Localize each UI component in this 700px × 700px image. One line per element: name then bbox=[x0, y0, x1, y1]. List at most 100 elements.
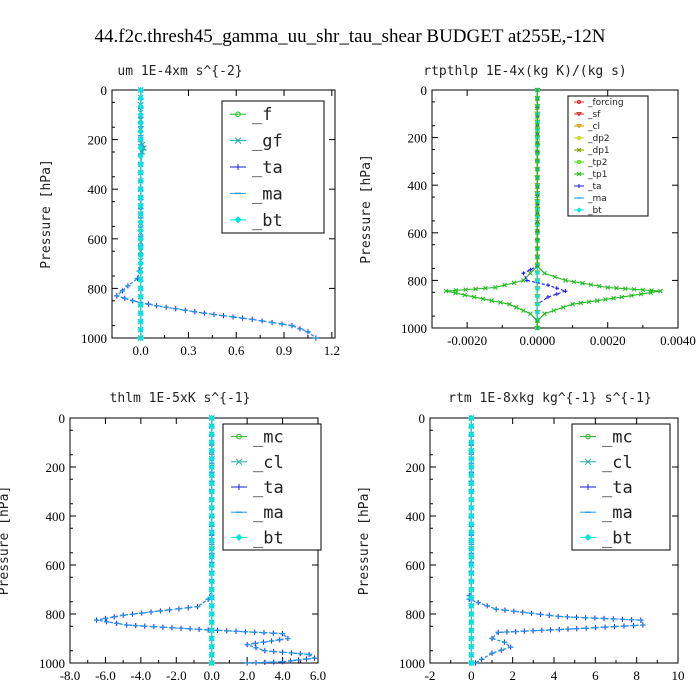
series-extra-1-marker-19 bbox=[535, 254, 540, 260]
legend-label: _mc bbox=[253, 428, 284, 448]
series-bt-marker-2 bbox=[137, 103, 144, 110]
series-bt-marker-26 bbox=[534, 293, 540, 299]
y-tick-label: 1000 bbox=[81, 331, 107, 346]
series-bt-marker-22 bbox=[208, 594, 215, 601]
series-bt-marker-4 bbox=[137, 119, 144, 127]
legend-label: _tp1 bbox=[587, 170, 607, 180]
legend-entry: _cl bbox=[580, 453, 633, 473]
series-bt-marker-14 bbox=[468, 529, 475, 536]
series-extra-1-marker-37 bbox=[629, 293, 634, 298]
series-extra-1-marker-34 bbox=[658, 288, 663, 294]
series-extra-1-marker-27 bbox=[596, 283, 602, 289]
x-tick-label: 10 bbox=[672, 668, 685, 683]
series-bt-marker-30 bbox=[468, 659, 475, 667]
series-bt-marker-25 bbox=[534, 285, 540, 291]
series-bt-marker-6 bbox=[208, 463, 215, 471]
legend-label: _ta bbox=[602, 478, 633, 498]
series-tp1-marker-24 bbox=[502, 282, 507, 288]
legend-swatch-marker bbox=[235, 458, 243, 466]
series-extra-1-marker-48 bbox=[535, 318, 540, 324]
y-tick-label: 200 bbox=[88, 133, 108, 148]
series-bt-marker-19 bbox=[137, 243, 144, 251]
legend-label: _bt bbox=[602, 528, 633, 548]
series-bt-marker-24 bbox=[468, 610, 475, 618]
legend-label: _cl bbox=[602, 453, 633, 473]
legend-entry: _dp2 bbox=[574, 134, 610, 144]
legend-swatch-marker bbox=[576, 171, 582, 177]
series-extra-1-marker-31 bbox=[631, 286, 637, 292]
legend-entry: _ma bbox=[574, 194, 607, 204]
series-bt-marker-22 bbox=[468, 594, 475, 601]
legend-swatch-marker bbox=[235, 533, 243, 541]
series-ta-marker-23 bbox=[524, 278, 529, 283]
series-bt-marker-3 bbox=[468, 439, 475, 446]
series-tp1-marker-35 bbox=[489, 298, 495, 303]
series-tp1-marker-21 bbox=[528, 270, 533, 276]
series-extra-1-marker-23 bbox=[563, 278, 568, 283]
legend-label: _dp1 bbox=[587, 146, 610, 156]
series-tp1-marker-31 bbox=[453, 290, 458, 296]
series-bt-marker-12 bbox=[137, 186, 144, 193]
panel-1: um 1E-4xm s^{-2} Pressure [hPa] 0.0 0.3 0.6 0… bbox=[39, 64, 340, 358]
y-tick-label: 400 bbox=[88, 182, 108, 197]
x-tick-label: 4 bbox=[551, 668, 558, 683]
series-bt-marker-20 bbox=[137, 252, 144, 259]
series-bt-marker-25 bbox=[468, 619, 475, 626]
legend-swatch-marker bbox=[584, 458, 592, 466]
series-extra-1-marker-32 bbox=[640, 287, 646, 293]
y-tick-label: 200 bbox=[406, 460, 426, 475]
series-bt-marker-8 bbox=[208, 480, 215, 487]
legend-label: _mc bbox=[602, 428, 633, 448]
series-ta-marker-21 bbox=[528, 267, 533, 272]
series-extra-1-marker-30 bbox=[622, 286, 628, 292]
series-tp1-marker-38 bbox=[513, 305, 519, 310]
series-tp1-marker-30 bbox=[443, 288, 449, 294]
series-extra-1-marker-44 bbox=[570, 301, 575, 307]
series-extra-1-marker-22 bbox=[552, 274, 558, 280]
series-extra-1-marker-41 bbox=[594, 298, 600, 303]
series-tp1-marker-23 bbox=[511, 280, 517, 286]
series-bt-marker-16 bbox=[468, 545, 475, 552]
panel-title: thlm 1E-5xK s^{-1} bbox=[110, 391, 251, 406]
series-bt-marker-0 bbox=[137, 86, 144, 94]
series-bt-marker-30 bbox=[137, 334, 144, 342]
series-bt-marker-30 bbox=[208, 659, 215, 667]
series-bt-marker-26 bbox=[137, 301, 144, 309]
series-ta-marker-22 bbox=[521, 271, 526, 276]
series-bt-marker-17 bbox=[468, 553, 475, 560]
legend-label: _bt bbox=[252, 211, 283, 231]
series-bt-marker-4 bbox=[208, 447, 215, 454]
panel-3: thlm 1E-5xK s^{-1} Pressure [hPa] -8.0 -6.0… bbox=[0, 391, 326, 683]
series-bt-marker-27 bbox=[208, 635, 215, 642]
series-extra-1-marker-21 bbox=[542, 270, 547, 276]
legend-label: _forcing bbox=[587, 98, 624, 108]
series-bt-marker-28 bbox=[208, 643, 215, 650]
series-bt-marker-16 bbox=[208, 545, 215, 552]
series-bt-marker-29 bbox=[137, 326, 144, 333]
series-tp1-marker-39 bbox=[521, 308, 526, 313]
legend-label: _ta bbox=[253, 478, 284, 498]
legend-entry: _ma bbox=[580, 503, 633, 523]
y-tick-label: 600 bbox=[46, 558, 66, 573]
legend-entry: _mc bbox=[231, 428, 284, 448]
series-ta-marker-25 bbox=[545, 283, 550, 288]
series-tp1-marker-28 bbox=[463, 287, 469, 293]
series-ta-marker-29 bbox=[545, 295, 550, 300]
series-bt-marker-11 bbox=[137, 177, 144, 185]
series-bt-marker-15 bbox=[468, 537, 475, 544]
series-extra-1-marker-11 bbox=[535, 184, 540, 190]
legend-entry: _f bbox=[230, 105, 272, 125]
series-bt-marker-21 bbox=[468, 586, 475, 593]
series-ta-marker-27 bbox=[563, 289, 568, 294]
legend-label: _cl bbox=[587, 122, 600, 132]
series-extra-1-marker-6 bbox=[535, 140, 540, 146]
panel-2: rtpthlp 1E-4x(kg K)/(kg s) Pressure [hPa]… bbox=[359, 64, 696, 348]
series-extra-1-marker-49 bbox=[535, 325, 540, 331]
series-bt-marker-18 bbox=[137, 235, 144, 242]
legend-entry: _forcing bbox=[574, 98, 624, 108]
series-tp1-marker-34 bbox=[480, 296, 486, 302]
series-bt-marker-9 bbox=[468, 488, 475, 495]
series-bt-marker-24 bbox=[208, 610, 215, 618]
legend-swatch-marker bbox=[236, 484, 242, 490]
series-extra-1-marker-28 bbox=[605, 285, 611, 290]
